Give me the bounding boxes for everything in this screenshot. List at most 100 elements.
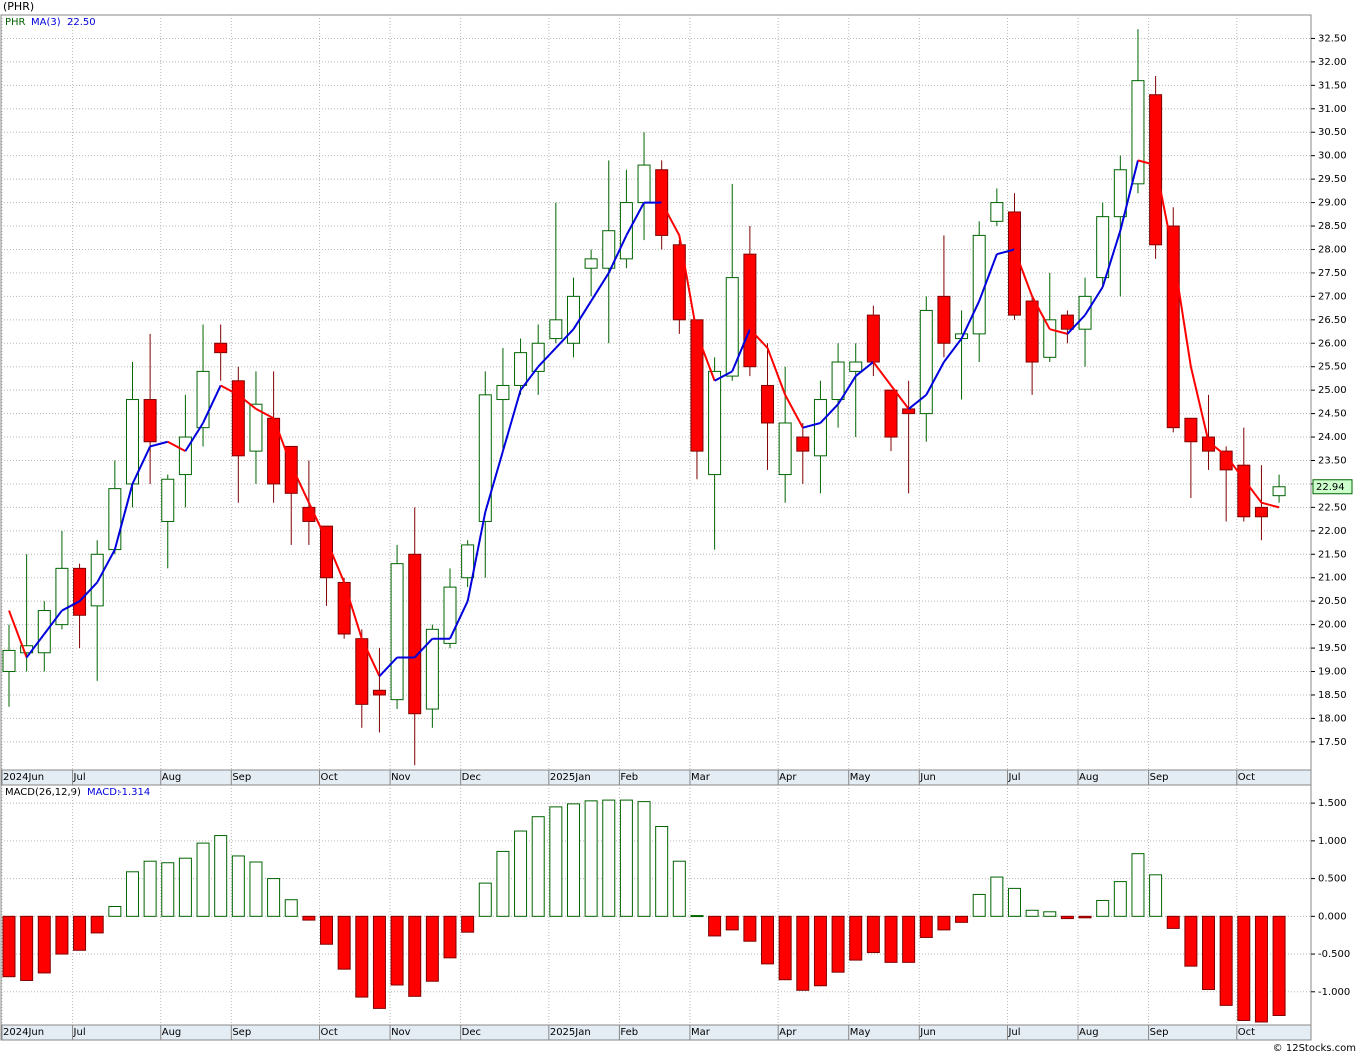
- y-tick-label: 32.00: [1318, 57, 1347, 68]
- y-tick-label: 0.000: [1318, 911, 1347, 922]
- macd-bar: [1254, 915, 1268, 1023]
- macd-bar: [90, 915, 104, 934]
- ma-segment: [167, 440, 186, 453]
- ma-segment: [1013, 249, 1034, 297]
- candle-body: [372, 689, 386, 696]
- macd-bar: [1272, 915, 1286, 1016]
- x-tick-label: Oct: [321, 772, 338, 783]
- macd-bar: [1166, 915, 1180, 929]
- ma-segment: [255, 408, 275, 420]
- ma-segment: [908, 394, 927, 410]
- y-tick-label: 1.500: [1318, 798, 1347, 809]
- ma-segment: [1066, 314, 1086, 335]
- candle-body: [1113, 169, 1127, 218]
- candle-body: [425, 628, 439, 710]
- candle-body: [1237, 464, 1251, 518]
- candle-body: [55, 567, 69, 626]
- macd-bar: [725, 915, 739, 931]
- x-tick-label: 2025Jan: [550, 1027, 591, 1038]
- macd-bar: [461, 915, 475, 933]
- candle-body: [337, 581, 351, 635]
- y-tick-label: 1.000: [1318, 836, 1347, 847]
- candle-body: [478, 394, 492, 522]
- ma-segment: [1154, 164, 1175, 255]
- x-tick-label: Sep: [1150, 772, 1169, 783]
- ma-segment: [714, 370, 733, 382]
- x-tick-label: Jul: [1007, 1027, 1020, 1038]
- x-tick-label: Dec: [462, 1027, 481, 1038]
- ma-segment: [1207, 440, 1227, 457]
- ma-segment: [290, 464, 310, 504]
- macd-bar: [161, 862, 175, 917]
- macd-bar: [443, 915, 457, 959]
- y-tick-label: 31.00: [1318, 104, 1347, 115]
- x-tick-label: Jun: [919, 1027, 936, 1038]
- ma-segment: [819, 403, 839, 424]
- candle-body: [708, 370, 722, 476]
- candle-body: [1096, 216, 1110, 279]
- macd-bar: [1025, 909, 1039, 917]
- candle-body: [1007, 211, 1021, 316]
- ma-segment: [413, 638, 434, 659]
- candle-body: [884, 389, 898, 438]
- y-tick-label: 31.50: [1318, 80, 1347, 91]
- x-tick-label: Oct: [1238, 1027, 1255, 1038]
- macd-bar: [531, 816, 545, 917]
- macd-bar: [284, 899, 298, 917]
- ma-segment: [625, 202, 645, 236]
- candle-body: [443, 586, 457, 644]
- macd-bar: [778, 915, 792, 981]
- candle-body: [1060, 314, 1074, 330]
- macd-bar: [267, 878, 281, 917]
- candle-body: [214, 342, 228, 354]
- candle-body: [1254, 506, 1268, 518]
- candle-body: [231, 380, 245, 457]
- y-tick-label: -1.000: [1318, 987, 1350, 998]
- x-tick-label: Jul: [1007, 772, 1020, 783]
- ma-segment: [572, 300, 592, 330]
- macd-bar: [2, 915, 16, 978]
- ma-segment: [113, 483, 134, 550]
- ma-segment: [978, 253, 998, 302]
- chart-title: (PHR): [3, 0, 34, 13]
- macd-bar: [178, 857, 192, 917]
- candle-body: [796, 436, 810, 452]
- candle-body: [637, 164, 651, 204]
- y-tick-label: 24.50: [1318, 409, 1347, 420]
- x-tick-label: May: [850, 772, 871, 783]
- candle-body: [1184, 417, 1198, 443]
- y-tick-label: 25.50: [1318, 362, 1347, 373]
- macd-bar: [690, 915, 704, 918]
- macd-bar: [549, 806, 563, 917]
- candle-body: [1078, 295, 1092, 330]
- candle-body: [1131, 80, 1145, 185]
- macd-bar: [478, 882, 492, 917]
- macd-bar: [743, 915, 757, 942]
- x-tick-label: Dec: [462, 772, 481, 783]
- macd-bar: [37, 915, 51, 974]
- candle-body: [990, 202, 1004, 222]
- candle-body: [725, 277, 739, 377]
- macd-bar: [1237, 915, 1251, 1021]
- ma-segment: [607, 234, 628, 274]
- ma-segment: [325, 539, 346, 583]
- candle-body: [1043, 319, 1057, 358]
- macd-bar: [619, 799, 633, 917]
- y-tick-label: 27.00: [1318, 291, 1347, 302]
- candle-body: [690, 319, 704, 452]
- macd-bar: [514, 830, 528, 917]
- ma-segment: [61, 600, 81, 612]
- ma-segment: [696, 333, 716, 382]
- y-tick-label: 20.50: [1318, 596, 1347, 607]
- macd-bar: [249, 861, 263, 917]
- x-tick-label: Feb: [620, 1027, 638, 1038]
- y-tick-label: 17.50: [1318, 737, 1347, 748]
- macd-bar: [425, 915, 439, 982]
- macd-bar: [761, 915, 775, 965]
- candle-body: [125, 399, 139, 485]
- candle-body: [743, 253, 757, 368]
- ma-segment: [855, 361, 874, 377]
- legend-ma: MA(3): [31, 17, 61, 28]
- x-tick-label: 2024Jun: [3, 1027, 44, 1038]
- x-tick-label: 2024Jun: [3, 772, 44, 783]
